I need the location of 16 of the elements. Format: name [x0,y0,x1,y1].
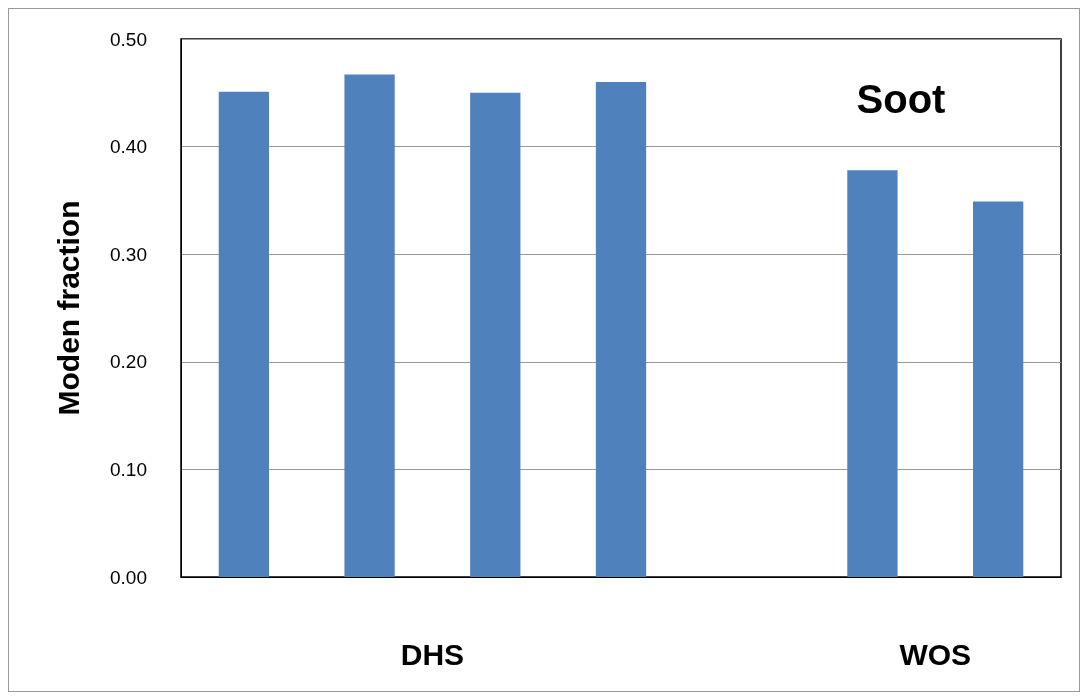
text: DHS [400,637,465,671]
bar [973,201,1024,577]
y-tick-label: 0.40 [110,136,147,158]
bar [847,170,898,577]
annotation: Soot [856,77,946,121]
text: WOS [899,637,972,671]
y-tick-label: 0.10 [110,458,147,480]
y-tick-label: 0.00 [110,566,147,588]
y-axis-title: Moden fraction [51,200,85,416]
y-tick-label: 0.30 [110,243,147,265]
bar [595,82,647,577]
bar [218,91,269,577]
y-tick-label: 0.50 [110,28,147,50]
y-tick-label: 0.20 [110,351,147,373]
bar [470,92,521,577]
bar [344,74,395,577]
